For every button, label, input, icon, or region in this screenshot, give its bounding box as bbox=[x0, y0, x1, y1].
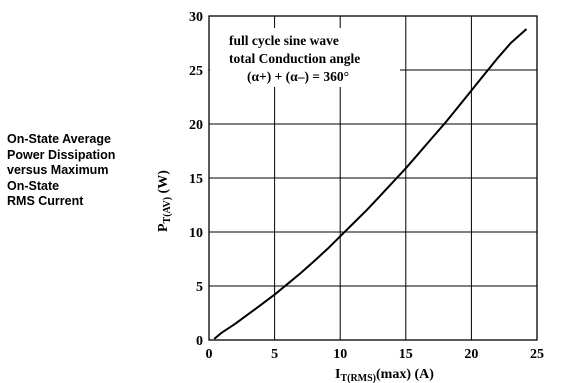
annotation-box bbox=[210, 28, 400, 87]
x-axis-label-rest: (max) (A) bbox=[376, 367, 434, 382]
y-tick-label: 25 bbox=[189, 64, 203, 79]
y-axis-label: PT(AV) (W) bbox=[156, 170, 173, 232]
x-tick-label: 20 bbox=[464, 347, 478, 362]
side-title-line: On-State Average bbox=[7, 132, 111, 146]
y-tick-label: 30 bbox=[189, 10, 203, 25]
x-axis-label-sub: T(RMS) bbox=[340, 373, 376, 383]
y-axis-label-sub: T(AV) bbox=[162, 197, 173, 223]
annotation-line: total Conduction angle bbox=[229, 51, 360, 66]
side-title-line: RMS Current bbox=[7, 194, 84, 208]
annotation-line: full cycle sine wave bbox=[229, 33, 339, 48]
side-title-line: Power Dissipation bbox=[7, 147, 116, 162]
x-axis-label: IT(RMS)(max) (A) bbox=[335, 367, 434, 383]
annotation-line: (α+) + (α–) = 360° bbox=[247, 69, 349, 84]
x-tick-label: 0 bbox=[206, 347, 213, 362]
y-axis-label-main: P bbox=[156, 223, 171, 232]
series-layer bbox=[213, 28, 528, 340]
plot-frame bbox=[208, 15, 538, 341]
y-tick-label: 5 bbox=[196, 280, 203, 295]
y-tick-label: 0 bbox=[196, 334, 203, 349]
power-curve bbox=[213, 28, 528, 340]
x-axis-label-main: I bbox=[335, 367, 340, 382]
x-tick-label: 15 bbox=[399, 347, 413, 362]
y-tick-label: 15 bbox=[189, 172, 203, 187]
side-title-line: On-State bbox=[7, 178, 60, 193]
side-title: On-State Average Power Dissipation versu… bbox=[7, 132, 157, 210]
y-tick-label: 20 bbox=[189, 118, 203, 133]
tick-labels: 0 5 10 15 20 25 0 5 10 15 20 25 30 bbox=[189, 10, 544, 362]
side-title-line: versus Maximum bbox=[7, 163, 109, 177]
y-axis-label-rest: (W) bbox=[156, 170, 171, 197]
chart-grid bbox=[208, 15, 538, 341]
y-tick-label: 10 bbox=[189, 226, 203, 241]
x-tick-label: 10 bbox=[333, 347, 347, 362]
x-tick-label: 25 bbox=[530, 347, 544, 362]
x-tick-label: 5 bbox=[271, 347, 278, 362]
